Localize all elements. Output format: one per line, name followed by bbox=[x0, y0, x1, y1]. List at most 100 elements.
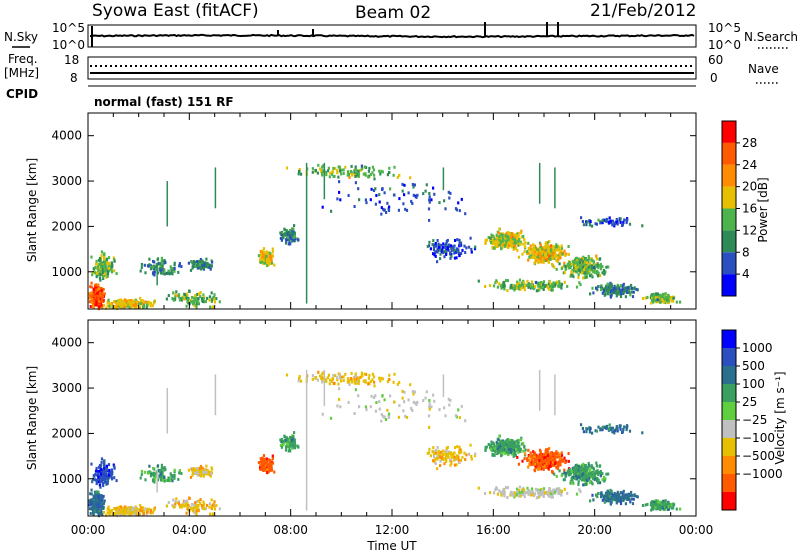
power-cell bbox=[164, 273, 166, 276]
power-cell bbox=[470, 237, 472, 240]
power-cell bbox=[312, 171, 314, 174]
power-ytick-label: 3000 bbox=[51, 174, 82, 188]
power-cell bbox=[529, 283, 531, 286]
velocity-cell bbox=[293, 446, 295, 449]
velocity-cell bbox=[456, 445, 458, 448]
velocity-cell bbox=[488, 443, 490, 446]
freq-panel: Freq. [MHz] 18 8 60 0 Nave CPID normal (… bbox=[4, 52, 780, 109]
velocity-cell bbox=[139, 504, 141, 507]
velocity-cell bbox=[600, 470, 602, 473]
power-cell bbox=[97, 269, 99, 272]
velocity-cell bbox=[586, 479, 588, 482]
velocity-cell bbox=[498, 435, 500, 438]
velocity-cell bbox=[575, 474, 577, 477]
velocity-cell bbox=[92, 501, 94, 504]
power-cell bbox=[201, 297, 203, 300]
velocity-cell bbox=[173, 506, 175, 509]
velocity-cell bbox=[543, 453, 545, 456]
velocity-cell bbox=[525, 449, 527, 452]
velocity-cell bbox=[650, 509, 652, 512]
power-cell bbox=[545, 242, 547, 245]
power-cell bbox=[548, 288, 550, 291]
power-cell bbox=[599, 221, 601, 224]
velocity-cell bbox=[347, 381, 349, 384]
power-cell bbox=[630, 284, 632, 287]
power-cell bbox=[444, 207, 446, 210]
power-cell bbox=[260, 258, 262, 261]
power-cell bbox=[147, 265, 149, 268]
velocity-cell bbox=[141, 473, 143, 476]
power-cell bbox=[455, 207, 457, 210]
power-cell bbox=[544, 253, 546, 256]
velocity-cell bbox=[514, 451, 516, 454]
velocity-cell bbox=[368, 374, 370, 377]
velocity-cell bbox=[505, 441, 507, 444]
velocity-cell bbox=[101, 503, 103, 506]
power-cell bbox=[550, 250, 552, 253]
power-cell bbox=[271, 259, 273, 262]
power-cell bbox=[492, 242, 494, 245]
power-cell bbox=[386, 202, 388, 205]
beam-title: Beam 02 bbox=[355, 3, 431, 23]
power-cell bbox=[401, 183, 403, 186]
power-cell bbox=[591, 225, 593, 228]
power-cell bbox=[150, 302, 152, 305]
velocity-cell bbox=[520, 438, 522, 441]
power-cell bbox=[499, 244, 501, 247]
power-cell bbox=[371, 188, 373, 191]
power-cell bbox=[629, 223, 631, 226]
power-cell bbox=[382, 187, 384, 190]
velocity-cell bbox=[544, 491, 546, 494]
power-cell bbox=[108, 267, 110, 270]
power-ytick-label: 2000 bbox=[51, 219, 82, 233]
velocity-cell bbox=[358, 380, 360, 383]
velocity-cell bbox=[595, 471, 597, 474]
velocity-cell bbox=[201, 466, 203, 469]
power-cell bbox=[160, 272, 162, 275]
power-cell bbox=[195, 303, 197, 306]
velocity-cell bbox=[209, 513, 211, 516]
power-cell bbox=[200, 268, 202, 271]
power-cell bbox=[381, 206, 383, 209]
power-cell bbox=[595, 287, 597, 290]
power-cell bbox=[540, 255, 542, 258]
velocity-data-cells bbox=[89, 370, 682, 517]
velocity-cell bbox=[321, 381, 323, 384]
velocity-cell bbox=[327, 376, 329, 379]
power-cell bbox=[604, 294, 606, 297]
power-cell bbox=[107, 272, 109, 275]
power-cell bbox=[375, 194, 377, 197]
velocity-cell bbox=[372, 373, 374, 376]
velocity-cell bbox=[343, 375, 345, 378]
power-cell bbox=[373, 168, 375, 171]
velocity-cell bbox=[265, 462, 267, 465]
velocity-cell bbox=[493, 453, 495, 456]
velocity-cell bbox=[435, 452, 437, 455]
velocity-cell bbox=[272, 455, 274, 458]
power-cell bbox=[179, 299, 181, 302]
power-cell bbox=[453, 252, 455, 255]
velocity-cell bbox=[344, 373, 346, 376]
velocity-cell bbox=[548, 462, 550, 465]
power-cell bbox=[91, 301, 93, 304]
velocity-cell bbox=[486, 446, 488, 449]
velocity-cell bbox=[615, 494, 617, 497]
velocity-cell bbox=[526, 457, 528, 460]
velocity-cell bbox=[529, 455, 531, 458]
power-cell bbox=[578, 281, 580, 284]
velocity-cell bbox=[433, 455, 435, 458]
power-cell bbox=[543, 288, 545, 291]
power-cell bbox=[617, 285, 619, 288]
velocity-cell bbox=[289, 436, 291, 439]
power-colorbar-tick: 4 bbox=[742, 267, 750, 281]
velocity-cell bbox=[166, 505, 168, 508]
velocity-cell bbox=[210, 472, 212, 475]
power-cell bbox=[403, 193, 405, 196]
power-cell bbox=[622, 223, 624, 226]
velocity-cell bbox=[144, 508, 146, 511]
power-cell bbox=[461, 249, 463, 252]
velocity-cell bbox=[595, 494, 597, 497]
power-cell bbox=[159, 262, 161, 265]
power-cell bbox=[212, 297, 214, 300]
velocity-cell bbox=[95, 470, 97, 473]
